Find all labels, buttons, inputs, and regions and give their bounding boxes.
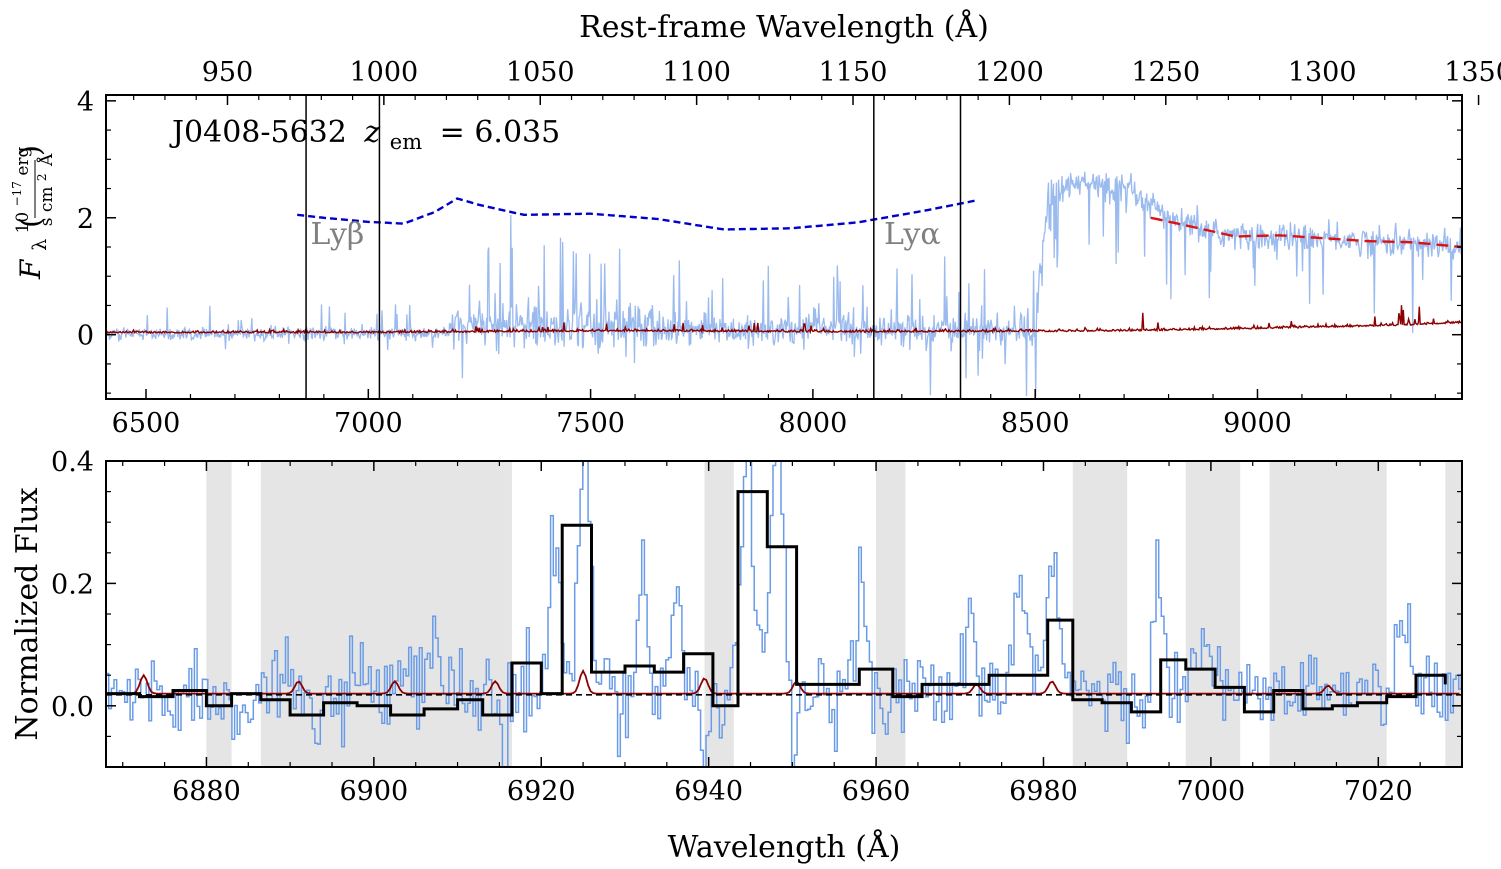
- bottom-panel-x-tick-label: 7020: [1344, 776, 1413, 807]
- rest-frame-tick-label: 1000: [350, 57, 419, 88]
- line-label: Lyα: [884, 217, 941, 252]
- top-y-axis-title: F λ ( 10 −17 erg s cm 2 Å ): [6, 145, 57, 280]
- rest-frame-tick-label: 1150: [819, 57, 888, 88]
- rest-frame-tick-label: 1100: [662, 57, 731, 88]
- error-series: [106, 305, 1462, 335]
- ylabel-num: 10: [13, 212, 33, 234]
- masked-region: [1185, 461, 1241, 767]
- bottom-x-axis-title: Wavelength (Å): [668, 829, 901, 865]
- bottom-panel-x-tick-label: 6980: [1009, 776, 1078, 807]
- bottom-panel-x-tick-label: 7000: [1177, 776, 1246, 807]
- ylabel-sub: λ: [29, 239, 51, 251]
- top-annotation: J0408-5632 z em = 6.035: [169, 115, 560, 157]
- top-panel-y-tick-label: 4: [77, 87, 94, 118]
- masked-region: [876, 461, 906, 767]
- svg-text:): ): [14, 145, 47, 156]
- annotation-z-symbol: z: [363, 115, 380, 150]
- top-x-axis-title: Rest-frame Wavelength (Å): [579, 9, 989, 45]
- bottom-panel-y-tick-label: 0.0: [51, 692, 94, 723]
- top-panel: Lyβ Lyα 6500 7000 7500 8000 8500 9000 0 2 4 950 100…: [6, 9, 1501, 439]
- masked-region: [1269, 461, 1387, 767]
- bottom-panel-y-tick-label: 0.2: [51, 569, 94, 600]
- masked-region: [206, 461, 232, 767]
- svg-text:F λ (: F λ (: [14, 217, 53, 280]
- masked-region: [260, 461, 512, 767]
- masked-region: [1072, 461, 1128, 767]
- svg-text:s cm 2 Å: s cm 2 Å: [31, 153, 57, 226]
- top-panel-x-tick-label: 8500: [1001, 408, 1070, 439]
- rest-frame-tick-label: 1250: [1131, 57, 1200, 88]
- top-panel-x-tick-label: 9000: [1223, 408, 1292, 439]
- bottom-ticks: 6880 6900 6920 6940 6960 6980 7000 7020 0.0 0.2 0.…: [51, 447, 1463, 807]
- bottom-panel-x-tick-label: 6900: [339, 776, 408, 807]
- rest-frame-tick-label: 1050: [506, 57, 575, 88]
- bottom-panel-x-tick-label: 6940: [674, 776, 743, 807]
- top-panel-y-tick-label: 0: [77, 321, 94, 352]
- top-panel-x-tick-label: 7500: [556, 408, 625, 439]
- binned-flux: [106, 490, 1447, 717]
- top-plot-area: Lyβ Lyα: [106, 95, 1462, 399]
- bottom-plot-area: [106, 461, 1462, 767]
- ylabel-main: F: [14, 258, 47, 280]
- rest-frame-tick-label: 1350: [1444, 57, 1501, 88]
- ylabel-den-exp: 2: [35, 173, 49, 181]
- top-panel-y-tick-label: 2: [77, 204, 94, 235]
- ylabel-num-unit: erg: [13, 146, 33, 175]
- annotation-z-sub: em: [390, 130, 422, 154]
- ylabel-den: s cm: [37, 186, 57, 226]
- top-panel-x-tick-label: 6500: [112, 408, 181, 439]
- ylabel-exp: −17: [10, 181, 24, 206]
- flux-error: [106, 668, 1460, 695]
- masked-region: [1445, 461, 1462, 767]
- continuum-fit-red: [1150, 216, 1462, 249]
- svg-text:10 −17 erg: 10 −17 erg: [6, 146, 33, 233]
- annotation-z-value: = 6.035: [440, 115, 561, 150]
- bottom-panel-y-tick-label: 0.4: [51, 447, 94, 478]
- rest-frame-tick-label: 1300: [1288, 57, 1357, 88]
- bottom-panel-x-tick-label: 6920: [507, 776, 576, 807]
- bottom-panel-x-tick-label: 6960: [842, 776, 911, 807]
- bottom-y-axis-title: Normalized Flux: [10, 487, 45, 740]
- flux-series: [106, 171, 1462, 397]
- continuum-fit-blue: [297, 197, 978, 231]
- top-ticks: 6500 7000 7500 8000 8500 9000 0 2 4 950 1000 1050 11…: [77, 57, 1501, 439]
- ylabel-den-unit: Å: [36, 153, 57, 167]
- bottom-panel-x-tick-label: 6880: [172, 776, 241, 807]
- top-panel-x-tick-label: 8000: [779, 408, 848, 439]
- line-label: Lyβ: [311, 217, 365, 252]
- bottom-panel: 6880 6900 6920 6940 6960 6980 7000 7020 0.0 0.2 0.…: [10, 447, 1463, 865]
- annotation-name: J0408-5632: [169, 115, 347, 150]
- top-panel-x-tick-label: 7000: [334, 408, 403, 439]
- rest-frame-tick-label: 950: [202, 57, 254, 88]
- rest-frame-tick-label: 1200: [975, 57, 1044, 88]
